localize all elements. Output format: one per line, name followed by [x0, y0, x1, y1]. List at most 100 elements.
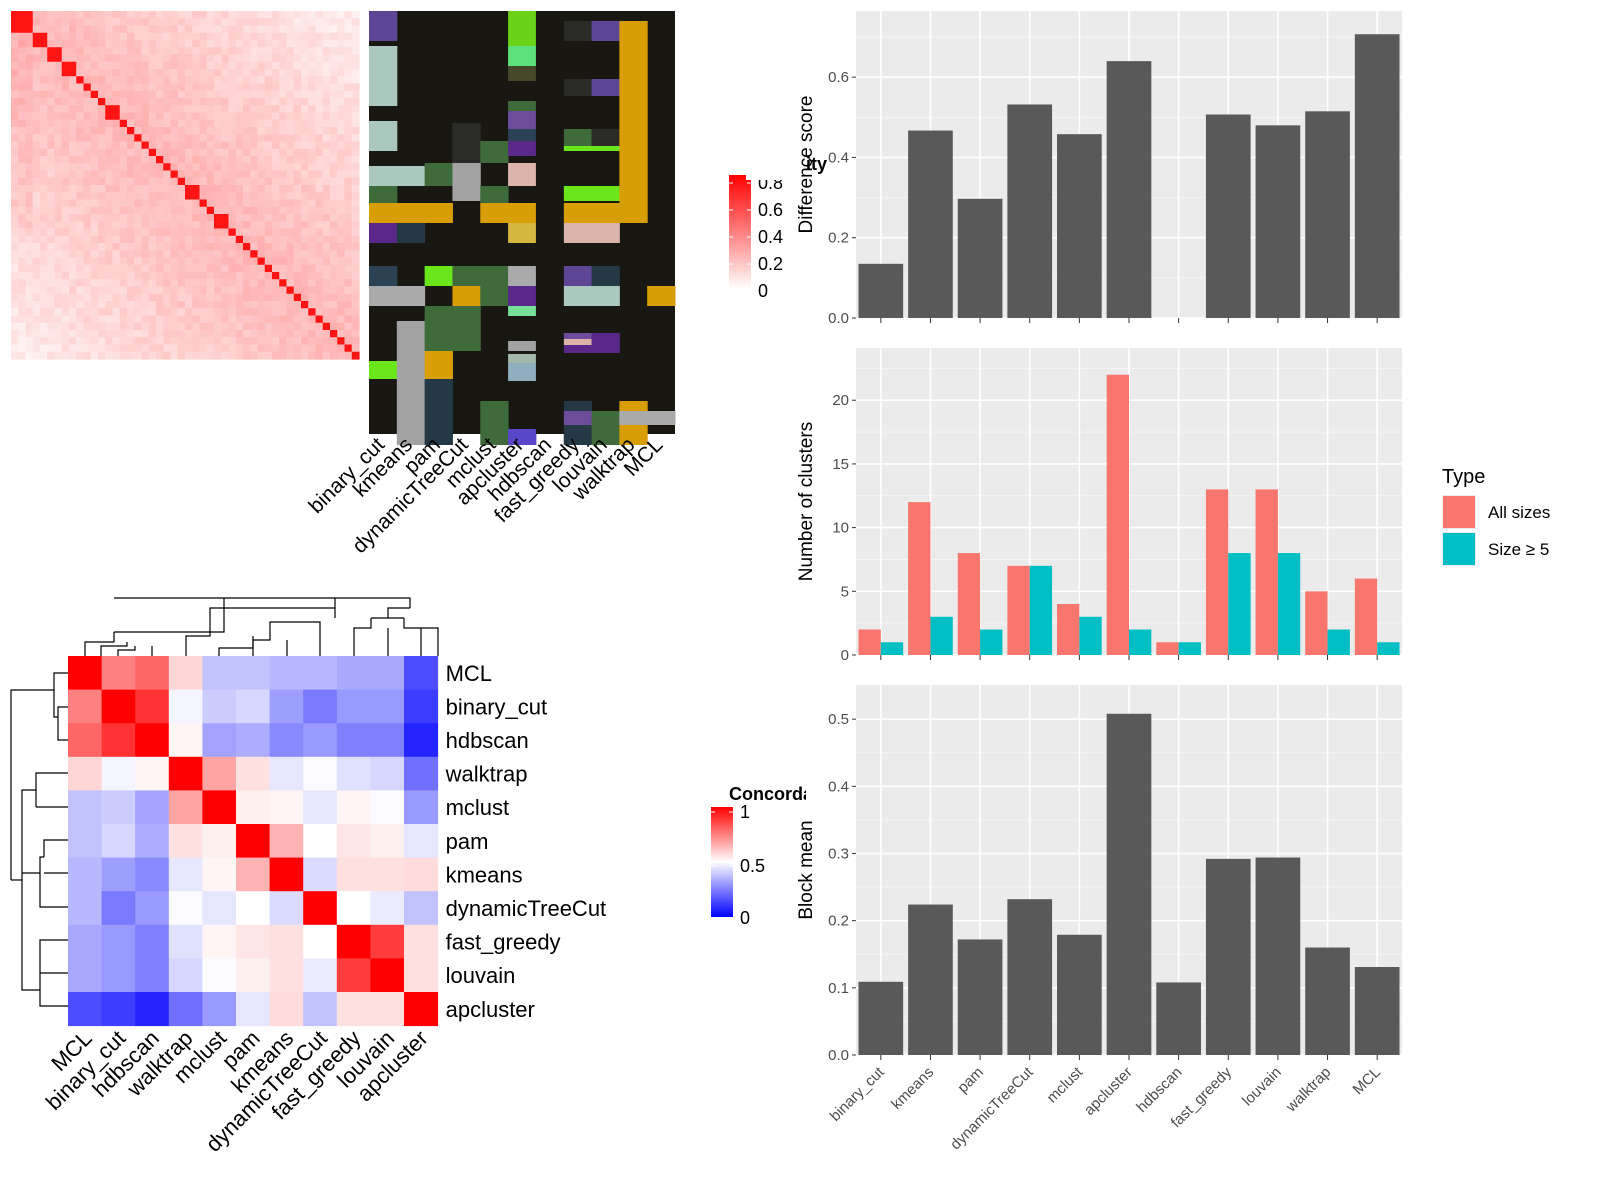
- similarity-cell: [250, 141, 259, 150]
- similarity-cell: [243, 221, 251, 230]
- similarity-cell: [32, 148, 41, 157]
- similarity-cell: [351, 214, 360, 222]
- similarity-cell: [322, 337, 331, 346]
- similarity-cell: [214, 279, 222, 288]
- similarity-cell: [337, 337, 346, 346]
- similarity-cell: [54, 228, 63, 237]
- similarity-cell: [235, 170, 244, 179]
- similarity-cell: [279, 257, 288, 266]
- y-tick-label: 5: [841, 583, 849, 600]
- similarity-cell: [206, 156, 215, 164]
- similarity-cell: [40, 214, 48, 222]
- similarity-cell: [177, 11, 186, 19]
- similarity-cell: [301, 330, 309, 338]
- similarity-cell: [69, 206, 77, 215]
- similarity-cell: [206, 54, 215, 63]
- similarity-cell: [351, 47, 360, 56]
- similarity-cell: [272, 257, 280, 266]
- y-tick-label: 0.0: [828, 1047, 849, 1064]
- similarity-cell: [192, 235, 201, 244]
- similarity-cell: [61, 264, 70, 273]
- concordance-cell: [135, 756, 170, 791]
- similarity-cell: [257, 134, 266, 143]
- assignment-band: [563, 203, 593, 223]
- similarity-cell: [214, 351, 222, 360]
- similarity-cell: [301, 322, 309, 331]
- similarity-cell: [177, 177, 186, 186]
- similarity-cell: [228, 344, 237, 353]
- similarity-cell: [127, 76, 135, 85]
- similarity-cell: [98, 264, 106, 273]
- concordance-cell: [370, 723, 405, 758]
- similarity-cell: [90, 344, 99, 353]
- similarity-cell: [61, 235, 70, 244]
- similarity-cell: [185, 177, 193, 186]
- similarity-cell: [286, 214, 295, 222]
- similarity-cell: [214, 221, 222, 230]
- similarity-cell: [235, 112, 244, 121]
- similarity-cell: [286, 228, 295, 237]
- similarity-cell: [177, 25, 186, 34]
- similarity-cell: [192, 286, 201, 295]
- similarity-cell: [112, 206, 121, 215]
- similarity-cell: [47, 127, 56, 135]
- assignment-band: [619, 21, 648, 223]
- similarity-cell: [127, 119, 135, 128]
- similarity-cell: [301, 308, 309, 317]
- similarity-cell: [148, 40, 157, 48]
- similarity-cell: [192, 83, 201, 92]
- similarity-cell: [264, 257, 273, 266]
- similarity-cell: [112, 98, 121, 106]
- concordance-cell: [202, 924, 237, 959]
- similarity-cell: [250, 25, 259, 34]
- similarity-cell: [163, 214, 172, 222]
- similarity-cell: [76, 32, 85, 41]
- similarity-cell: [257, 119, 266, 128]
- similarity-cell: [156, 141, 164, 150]
- similarity-cell: [206, 351, 215, 360]
- similarity-cell: [163, 69, 172, 77]
- similarity-cell: [170, 264, 179, 273]
- legend-tick-label: 0.2: [758, 254, 783, 274]
- similarity-cell: [243, 40, 251, 48]
- similarity-cell: [127, 148, 135, 157]
- similarity-cell: [134, 90, 143, 99]
- similarity-cell: [90, 264, 99, 273]
- similarity-cell: [330, 83, 338, 92]
- similarity-cell: [32, 344, 41, 353]
- similarity-cell: [206, 264, 215, 273]
- similarity-cell: [156, 308, 164, 317]
- similarity-cell: [293, 11, 302, 19]
- similarity-cell: [47, 257, 56, 266]
- similarity-cell: [315, 293, 324, 302]
- similarity-cell: [170, 228, 179, 237]
- similarity-cell: [148, 47, 157, 56]
- similarity-cell: [69, 134, 77, 143]
- similarity-cell: [199, 47, 208, 56]
- similarity-cell: [40, 90, 48, 99]
- assignment-band: [508, 286, 537, 306]
- similarity-cell: [148, 11, 157, 19]
- similarity-cell: [40, 257, 48, 266]
- similarity-cell: [344, 47, 353, 56]
- similarity-cell: [40, 272, 48, 280]
- similarity-cell: [279, 90, 288, 99]
- assignment-band: [591, 223, 620, 243]
- concordance-cell: [303, 723, 338, 758]
- similarity-cell: [330, 177, 338, 186]
- similarity-cell: [156, 127, 164, 135]
- y-tick-label: 0.6: [828, 69, 849, 86]
- similarity-cell: [235, 54, 244, 63]
- similarity-cell: [18, 257, 27, 266]
- similarity-cell: [76, 83, 85, 92]
- dendrogram-branch: [353, 618, 389, 656]
- similarity-cell: [127, 18, 135, 27]
- similarity-cell: [351, 301, 360, 309]
- similarity-cell: [279, 134, 288, 143]
- similarity-cell: [177, 344, 186, 353]
- similarity-cell: [61, 322, 70, 331]
- similarity-cell: [47, 301, 56, 309]
- bar-size-5: [1079, 616, 1102, 655]
- similarity-cell: [134, 257, 143, 266]
